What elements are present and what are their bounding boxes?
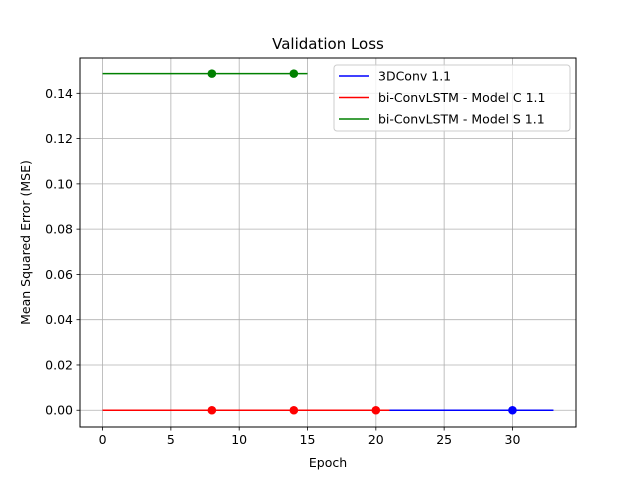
y-tick-label: 0.14: [45, 86, 73, 101]
series-marker: [289, 69, 299, 78]
chart-title: Validation Loss: [272, 35, 384, 53]
y-tick-label: 0.06: [45, 267, 73, 282]
axis-ticks: 0 5 10 15 20 25 30 0.00 0.02 0.04 0.06 0.08 0.10 0.12…: [45, 86, 520, 447]
x-tick-label: 15: [300, 432, 316, 447]
series-group: [102, 69, 554, 415]
legend-box: [333, 64, 571, 132]
series-marker: [508, 405, 517, 415]
y-tick-label: 0.12: [45, 131, 73, 146]
y-axis-label: Mean Squared Error (MSE): [18, 160, 33, 325]
legend-label: bi-ConvLSTM - Model C 1.1: [378, 90, 545, 105]
x-axis-label: Epoch: [309, 455, 347, 470]
x-tick-label: 25: [436, 432, 452, 447]
y-tick-label: 0.10: [45, 176, 73, 191]
y-tick-label: 0.00: [45, 403, 73, 418]
x-tick-label: 5: [167, 432, 175, 447]
y-tick-label: 0.04: [45, 312, 73, 327]
legend-label: bi-ConvLSTM - Model S 1.1: [378, 112, 545, 127]
x-tick-label: 10: [231, 432, 247, 447]
x-tick-label: 20: [368, 432, 384, 447]
x-tick-label: 0: [99, 432, 107, 447]
series-marker: [207, 405, 217, 415]
y-tick-label: 0.08: [45, 222, 73, 237]
x-tick-label: 30: [505, 432, 521, 447]
legend-label: 3DConv 1.1: [378, 69, 451, 84]
y-tick-label: 0.02: [45, 357, 73, 372]
plot-frame: [79, 57, 577, 428]
series-marker: [207, 69, 217, 78]
series-marker: [289, 405, 299, 415]
legend: 3DConv 1.1 bi-ConvLSTM - Model C 1.1 bi-Co…: [333, 64, 571, 132]
series-marker: [371, 405, 381, 415]
